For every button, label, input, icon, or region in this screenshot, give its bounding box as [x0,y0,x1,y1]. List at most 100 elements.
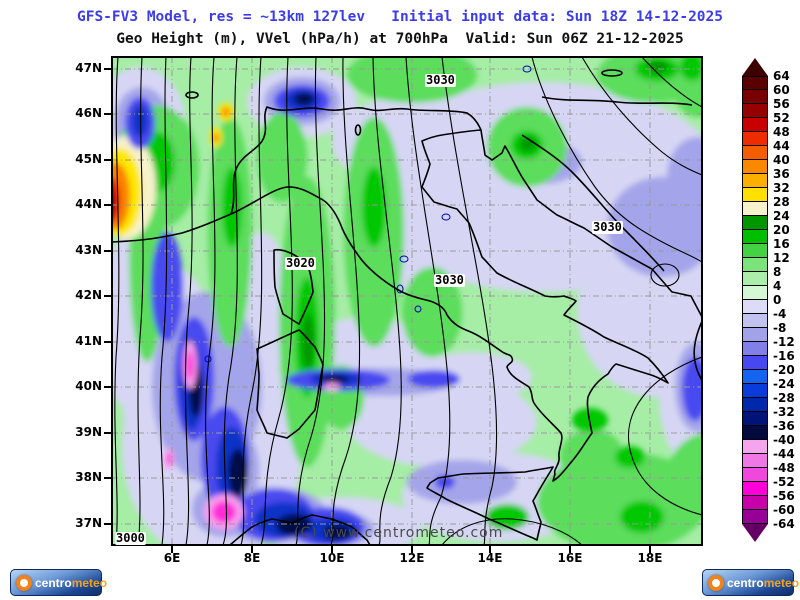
contour-label-3030-north: 3030 [425,73,456,87]
lon-tick-label: 6E [163,551,181,565]
lon-tick-label: 14E [477,551,503,565]
colorbar-tick-label: -24 [773,377,795,391]
colorbar-tick-label: 48 [773,125,790,139]
colorbar-tick-label: 32 [773,181,790,195]
colorbar-segment [742,510,768,524]
colorbar-segment [742,244,768,258]
lat-tick-label: 40N [75,379,102,393]
colorbar-segment [742,160,768,174]
logo-text: centrometeo [727,576,799,590]
colorbar-segment [742,104,768,118]
contour-label-3000: 3000 [115,531,146,545]
colorbar-tick-label: 0 [773,293,782,307]
colorbar-tick-label: 16 [773,237,790,251]
lon-tick-label: 8E [243,551,261,565]
colorbar-tick-label: -32 [773,405,795,419]
colorbar-tick-label: 52 [773,111,790,125]
colorbar-segment [742,398,768,412]
colorbar-segment [742,356,768,370]
colorbar-segment [742,216,768,230]
colorbar-segment [742,174,768,188]
contour-label-3020: 3020 [285,256,316,270]
lat-tick-label: 45N [75,152,102,166]
colorbar-segment [742,146,768,160]
centrometeo-logo-right[interactable]: centrometeo [702,569,799,596]
lon-tick-label: 12E [399,551,425,565]
logo-text-centro: centro [727,575,764,590]
coastlines [112,69,702,545]
colorbar-tick-label: 56 [773,97,790,111]
colorbar-tick-label: -16 [773,349,795,363]
colorbar-tick-label: -4 [773,307,787,321]
lat-tick-label: 46N [75,106,102,120]
colorbar-tick-label: 12 [773,251,790,265]
lon-tick-label: 10E [319,551,345,565]
lat-tick-label: 38N [75,470,102,484]
map-frame [111,56,703,546]
centrometeo-logo-left[interactable]: centrometeo [10,569,107,596]
colorbar-tick-label: 28 [773,195,790,209]
colorbar-segment [742,342,768,356]
lat-tick-label: 47N [75,61,102,75]
colorbar-segment [742,258,768,272]
colorbar-tick-label: 44 [773,139,790,153]
centrometeo-swirl-icon [708,574,724,591]
contour-label-3030-center: 3030 [434,273,465,287]
colorbar-tick-label: 36 [773,167,790,181]
colorbar-segment [742,90,768,104]
lon-tick-label: 16E [557,551,583,565]
colorbar-tick-label: -64 [773,517,795,531]
colorbar-tick-label: -8 [773,321,787,335]
colorbar: 64 60 56 52 48 44 40 36 32 28 24 20 16 12 8 4 0 -4 -8 -12 -1… [742,58,800,546]
colorbar-segment [742,314,768,328]
colorbar-tick-label: -56 [773,489,795,503]
height-contours [114,57,702,545]
map-area: 3030 3030 3030 3020 3000 (C) www.centrom… [104,56,703,553]
colorbar-tick-label: -60 [773,503,795,517]
colorbar-segment [742,468,768,482]
vvel-zero-contours [204,65,532,363]
lat-tick-label: 39N [75,425,102,439]
colorbar-tick-label: -36 [773,419,795,433]
colorbar-tick-label: 24 [773,209,790,223]
colorbar-tick-label: 40 [773,153,790,167]
logo-text-centro: centro [35,575,72,590]
colorbar-segment [742,370,768,384]
colorbar-segment [742,230,768,244]
colorbar-tick-label: -48 [773,461,795,475]
model-title: GFS-FV3 Model, res = ~13km 127lev Initia… [76,9,723,25]
colorbar-tick-label: -40 [773,433,795,447]
colorbar-tick-label: -12 [773,335,795,349]
colorbar-tick-label: 64 [773,69,790,83]
logo-text: centrometeo [35,576,107,590]
colorbar-segment [742,286,768,300]
colorbar-segment [742,272,768,286]
colorbar-tick-label: 8 [773,265,782,279]
colorbar-tick-label: -44 [773,447,795,461]
lon-tick-label: 18E [637,551,663,565]
colorbar-segment [742,76,768,90]
centrometeo-swirl-icon [16,574,32,591]
colorbar-segment [742,118,768,132]
lat-tick-label: 44N [75,197,102,211]
colorbar-segment [742,384,768,398]
colorbar-segment [742,454,768,468]
lat-lon-grid [112,57,702,545]
colorbar-segment [742,202,768,216]
colorbar-segment [742,482,768,496]
colorbar-segment [742,426,768,440]
contour-label-3030-east: 3030 [592,220,623,234]
lat-tick-label: 43N [75,243,102,257]
colorbar-segment [742,328,768,342]
axis-ticks [104,68,651,553]
colorbar-tick-label: -20 [773,363,795,377]
colorbar-segment [742,188,768,202]
lat-tick-label: 42N [75,288,102,302]
italy-vvel-map [104,56,703,553]
colorbar-segment [742,496,768,510]
colorbar-tick-label: 20 [773,223,790,237]
colorbar-above-max-triangle [742,58,768,76]
colorbar-segment [742,300,768,314]
colorbar-tick-label: 4 [773,279,782,293]
